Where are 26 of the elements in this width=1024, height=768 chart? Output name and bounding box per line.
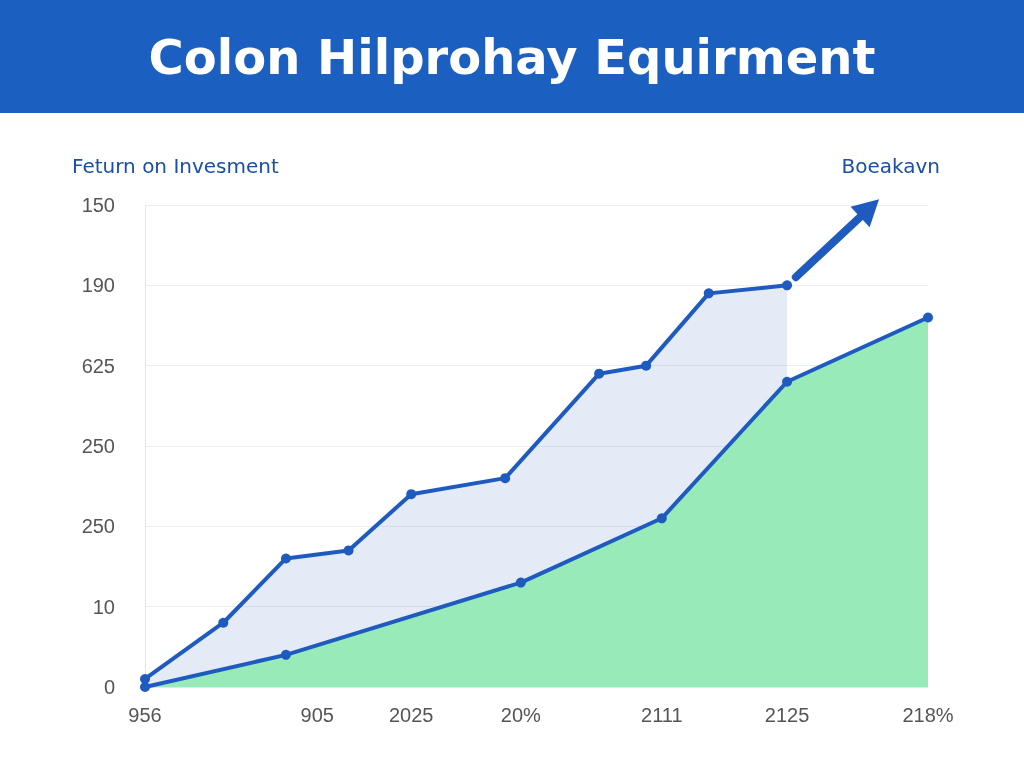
- x-tick-label: 218%: [902, 704, 954, 726]
- x-tick-label: 956: [128, 704, 162, 726]
- point: [782, 280, 793, 291]
- point: [406, 489, 417, 500]
- text: 10: [92, 595, 115, 618]
- x-tick-label: 2125: [764, 704, 810, 726]
- point: [280, 553, 291, 564]
- text: 150: [81, 194, 115, 216]
- point: [594, 368, 605, 379]
- text: 190: [81, 274, 115, 297]
- point: [641, 360, 652, 371]
- text: 625: [81, 354, 115, 377]
- x-tick-label: 20%: [500, 704, 542, 726]
- chart-subtitle: Feturn on Invesment: [72, 154, 279, 178]
- x-tick-label: 2025: [388, 704, 434, 726]
- text: 0: [103, 676, 115, 698]
- point: [500, 473, 511, 484]
- chart-title: Colon Hilprohay Equirment: [0, 0, 1024, 113]
- text: Boeakavn: [841, 154, 940, 178]
- point: [218, 617, 229, 628]
- point: [343, 545, 354, 556]
- text: 250: [81, 435, 115, 457]
- point: [703, 288, 714, 299]
- x-tick-label: 905: [300, 704, 334, 726]
- x-tick-label: 2111: [641, 704, 683, 726]
- text: 250: [81, 515, 115, 538]
